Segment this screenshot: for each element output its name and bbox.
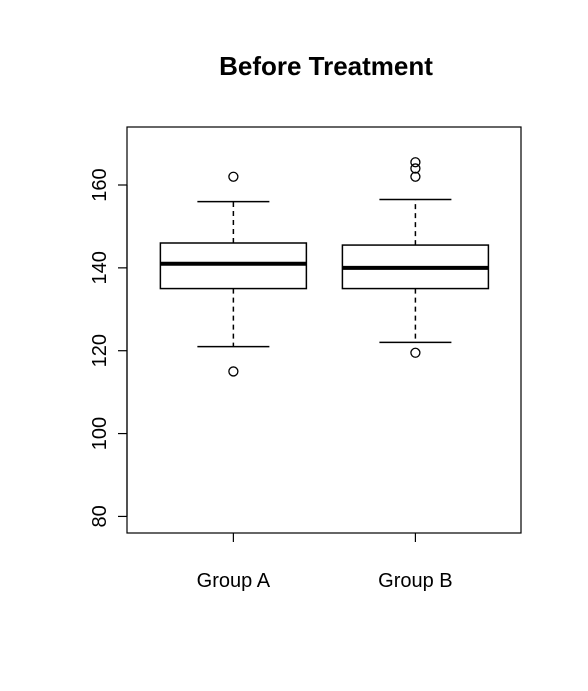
outlier-point [228, 366, 239, 377]
x-axis: Group A Group B [197, 533, 453, 592]
outlier-point [410, 163, 421, 174]
outlier-point [410, 157, 421, 168]
box-2 [341, 157, 490, 358]
y-tick-label: 100 [89, 417, 111, 450]
outlier-point [228, 171, 239, 182]
boxes [159, 157, 490, 377]
x-tick-label: Group B [378, 570, 452, 592]
x-tick-label: Group A [197, 570, 271, 592]
plot-frame [126, 126, 522, 534]
box-1 [159, 171, 308, 377]
outlier-point [410, 347, 421, 358]
y-tick-label: 160 [89, 168, 111, 201]
y-axis: 80 100 120 140 160 [89, 168, 128, 528]
y-tick-label: 140 [89, 251, 111, 284]
y-tick-label: 80 [89, 505, 111, 527]
outlier-point [410, 171, 421, 182]
y-tick-label: 120 [89, 334, 111, 367]
chart-title: Before Treatment [219, 51, 433, 81]
iqr-box [159, 242, 308, 290]
